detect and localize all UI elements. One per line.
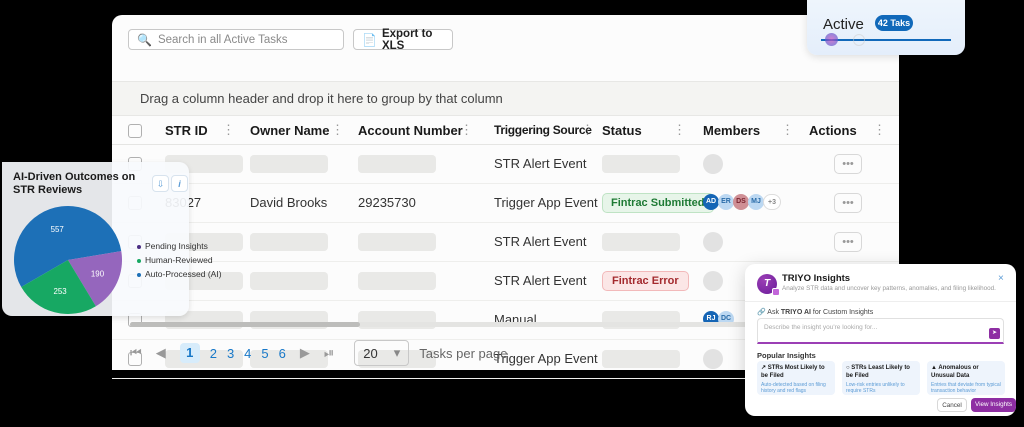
svg-text:190: 190 bbox=[91, 270, 105, 279]
svg-text:557: 557 bbox=[51, 225, 64, 234]
svg-text:253: 253 bbox=[53, 287, 67, 296]
